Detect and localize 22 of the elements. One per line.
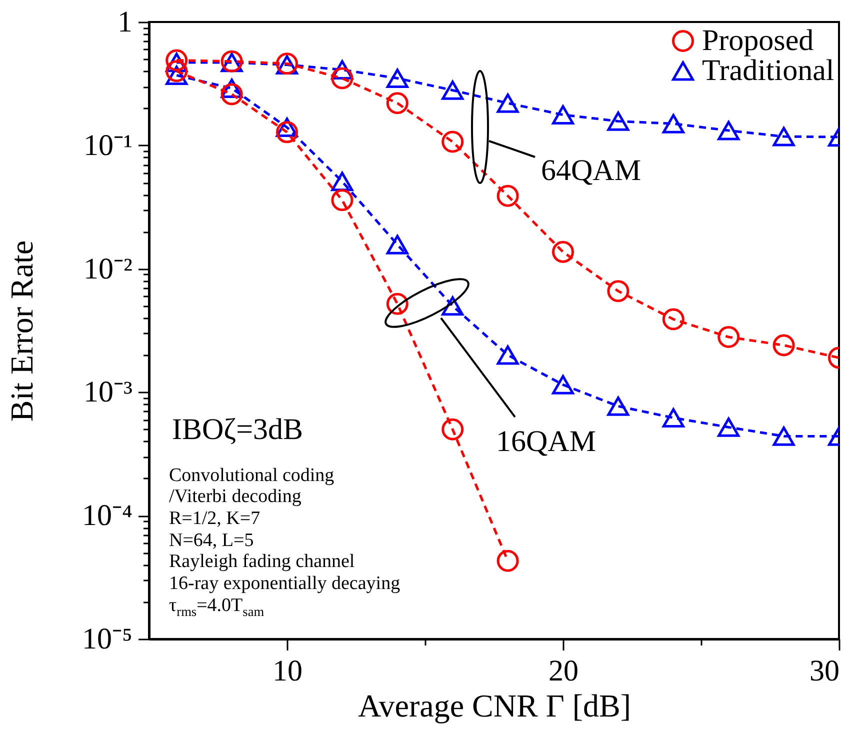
annotation: /Viterbi decoding (169, 486, 302, 508)
y-tick-label: 10⁻⁴ (82, 499, 132, 532)
y-tick-label: 10⁻² (84, 252, 132, 286)
x-tick-label: 20 (548, 654, 578, 688)
annotation: N=64, L=5 (169, 530, 254, 552)
annotation: 16QAM (496, 425, 596, 458)
annotation: τ$_{rms}$=4.0T$_{sam}$ (169, 595, 264, 620)
y-axis-title: Bit Error Rate (4, 240, 40, 422)
y-tick-label: 10⁻¹ (84, 128, 132, 162)
x-axis-title: Average CNR Γ [dB] (358, 688, 631, 724)
annotation: Convolutional coding (169, 465, 334, 486)
legend-label: Proposed (702, 24, 814, 57)
y-tick-label: 1 (118, 6, 132, 38)
x-tick-label: 30 (810, 654, 840, 688)
x-tick-label: 10 (272, 654, 302, 688)
annotation: 64QAM (541, 154, 642, 188)
y-tick-label: 10⁻⁵ (82, 622, 132, 656)
annotation: Rayleigh fading channel (169, 551, 355, 572)
annotation: 16-ray exponentially decaying (169, 573, 400, 594)
annotation: IBOζ=3dB (172, 413, 304, 446)
y-tick-label: 10⁻³ (84, 376, 132, 409)
annotation: R=1/2, K=7 (169, 508, 260, 530)
